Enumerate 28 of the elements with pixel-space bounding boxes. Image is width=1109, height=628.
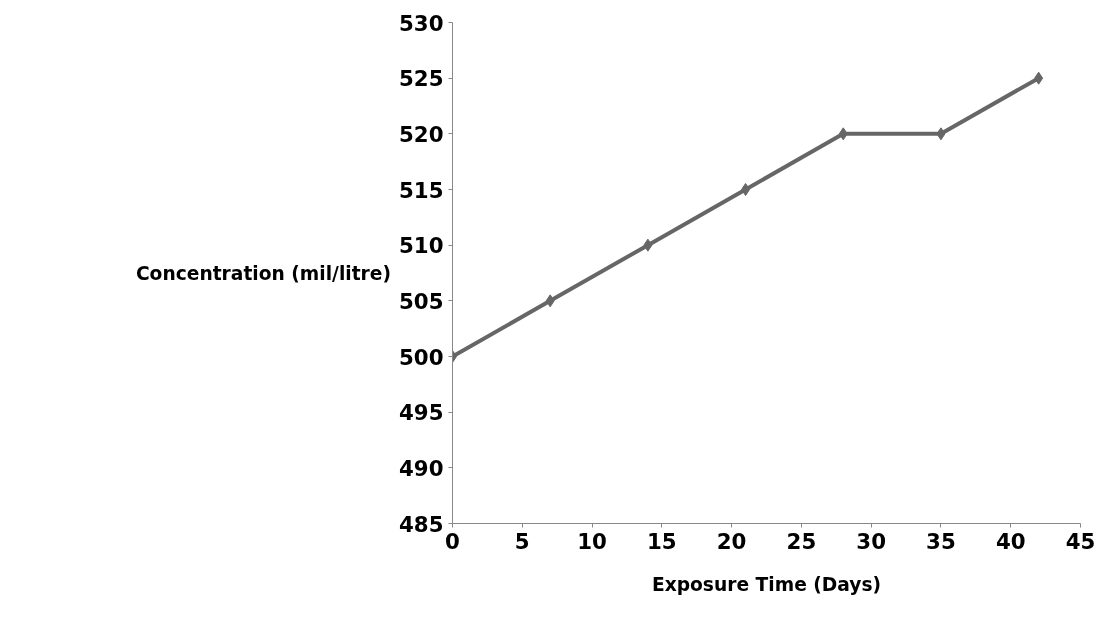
x-tick-label: 0 xyxy=(445,528,460,554)
y-tick-label: 495 xyxy=(398,400,444,426)
point xyxy=(838,127,848,141)
x-tick-label: 30 xyxy=(856,528,887,554)
x-tick-label: 5 xyxy=(514,528,530,554)
x-tick-label: 15 xyxy=(646,528,677,554)
y-tick-label: 525 xyxy=(398,66,444,92)
y-tick-label: 500 xyxy=(398,344,444,370)
point xyxy=(936,127,946,141)
x-tick-label: 25 xyxy=(786,528,817,554)
x-tick-label: 10 xyxy=(577,528,607,554)
y-tick-label: 515 xyxy=(398,177,444,203)
x-tick-label: 45 xyxy=(1065,528,1096,554)
y-tick-label: 530 xyxy=(398,10,444,36)
x-tick-label: 40 xyxy=(995,528,1026,554)
point xyxy=(643,238,653,252)
point xyxy=(545,294,555,308)
y-tick-label: 510 xyxy=(398,233,444,259)
y-tick-label: 490 xyxy=(398,455,444,481)
point xyxy=(1034,71,1044,85)
x-axis-title: Exposure Time (Days) xyxy=(651,573,882,595)
x-tick-label: 35 xyxy=(926,528,956,554)
y-tick-label: 520 xyxy=(398,121,444,147)
x-tick-label: 20 xyxy=(716,528,747,554)
y-axis-title: Concentration (mil/litre) xyxy=(135,262,391,284)
y-tick-label: 485 xyxy=(398,511,444,537)
y-tick-label: 505 xyxy=(398,288,444,314)
point xyxy=(741,183,751,196)
